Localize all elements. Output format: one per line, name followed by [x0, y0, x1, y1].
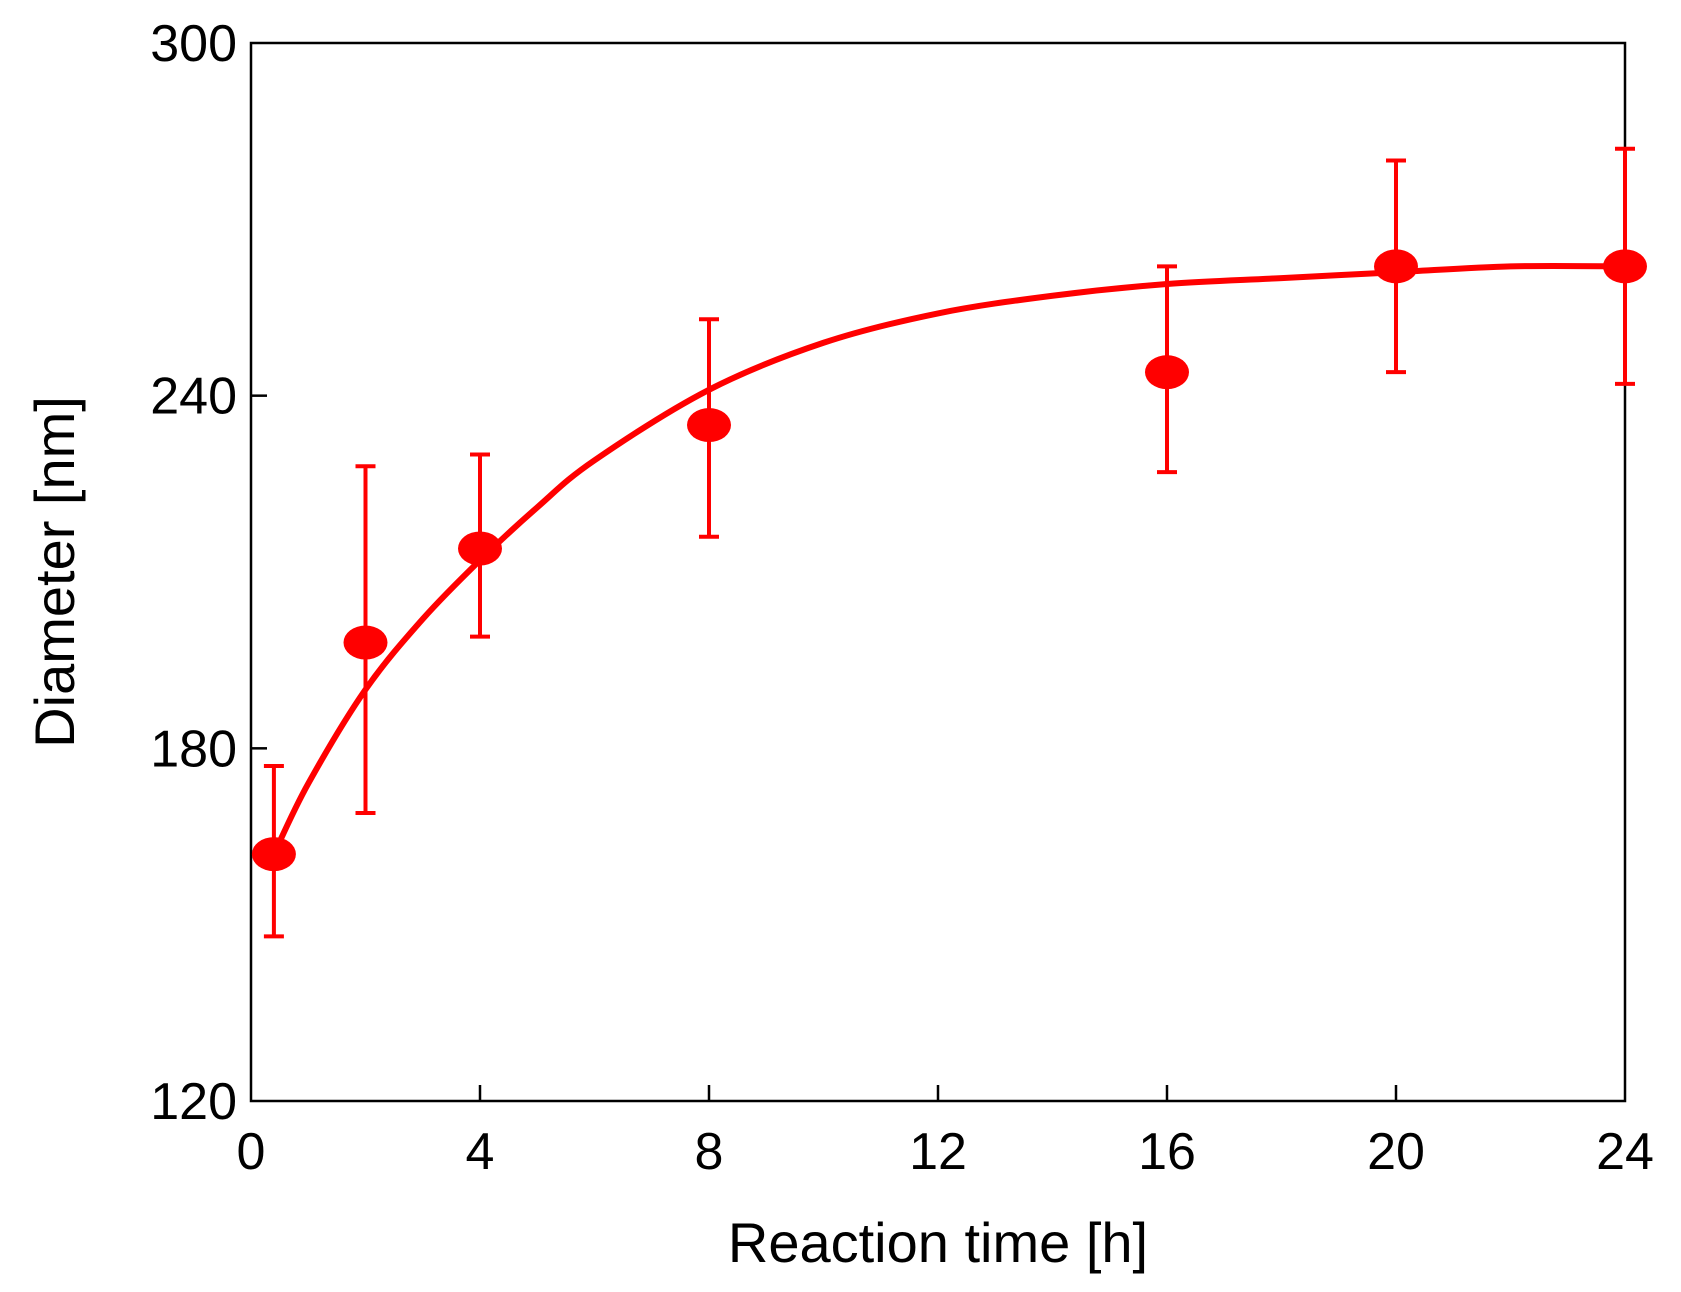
- data-point: [1374, 249, 1418, 284]
- x-tick-label: 24: [1596, 1123, 1654, 1181]
- y-tick-label: 180: [150, 720, 237, 778]
- y-tick-label: 240: [150, 368, 237, 426]
- x-tick-label: 20: [1367, 1123, 1425, 1181]
- data-point: [251, 837, 296, 872]
- x-axis-ticks: 0 4 8 12 16 20 24: [237, 1085, 1654, 1181]
- x-tick-label: 16: [1138, 1123, 1196, 1181]
- y-tick-label: 120: [150, 1073, 237, 1131]
- data-point: [458, 531, 502, 566]
- fit-curve: [271, 262, 1626, 856]
- x-tick-label: 12: [909, 1123, 967, 1181]
- y-axis-ticks: 120 180 240 300: [150, 15, 267, 1131]
- data-point: [1145, 355, 1189, 390]
- y-axis-title: Diameter [nm]: [23, 396, 86, 748]
- data-point: [343, 625, 388, 660]
- data-points: [251, 249, 1647, 872]
- x-tick-label: 0: [237, 1123, 266, 1181]
- x-tick-label: 8: [695, 1123, 724, 1181]
- data-point: [1603, 249, 1647, 284]
- x-tick-label: 4: [466, 1123, 495, 1181]
- x-axis-title: Reaction time [h]: [728, 1211, 1148, 1274]
- plot-frame: [249, 41, 1627, 1103]
- data-point: [687, 408, 731, 443]
- y-tick-label: 300: [150, 15, 237, 73]
